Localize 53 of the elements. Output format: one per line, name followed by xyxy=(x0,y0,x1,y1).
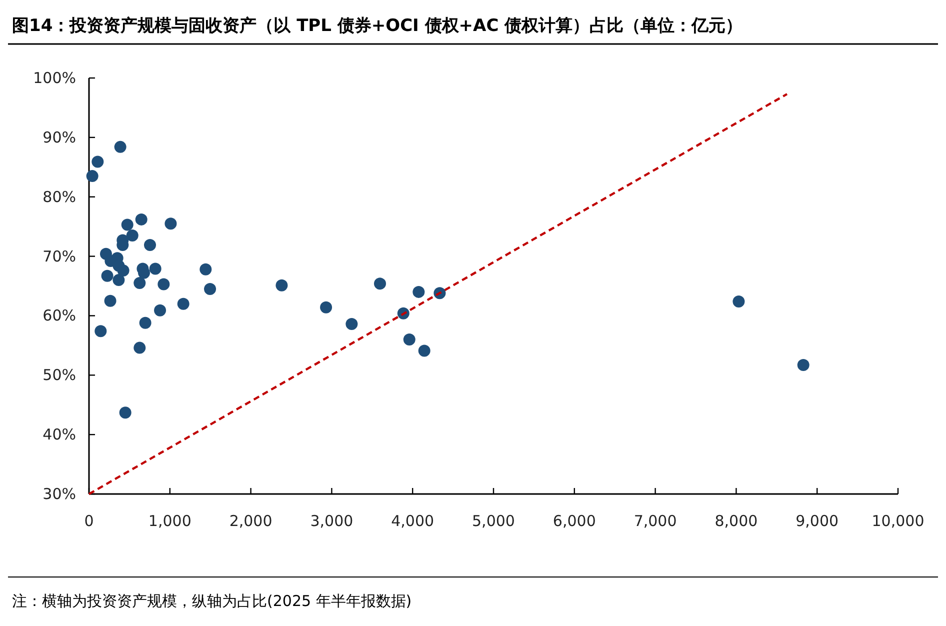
point xyxy=(134,277,146,290)
y-tick-label: 70% xyxy=(42,247,76,266)
x-tick-label: 7,000 xyxy=(634,512,677,530)
point xyxy=(119,406,132,419)
point xyxy=(374,278,386,290)
chart-title: 图14：投资资产规模与固收资产（以 TPL 债券+OCI 债权+AC 债权计算）占比（单位：亿元） xyxy=(12,16,743,36)
point xyxy=(117,264,130,277)
x-tick-label: 2,000 xyxy=(229,512,272,530)
x-tick-label: 1,000 xyxy=(148,512,192,530)
x-tick-label: 0 xyxy=(84,512,94,530)
x-tick-label: 6,000 xyxy=(552,512,596,530)
y-tick-label: 60% xyxy=(42,306,76,325)
y-tick-label: 90% xyxy=(42,128,76,146)
point xyxy=(732,295,745,308)
x-tick-label: 8,000 xyxy=(714,512,758,530)
point xyxy=(276,279,288,292)
point xyxy=(158,278,170,290)
point xyxy=(86,170,98,182)
point xyxy=(418,344,430,357)
point xyxy=(134,342,146,354)
x-tick-label: 4,000 xyxy=(391,512,434,530)
point xyxy=(92,156,104,168)
text: 注：横轴为投资资产规模，纵轴为占比(2025 年半年报数据) xyxy=(12,592,412,610)
point xyxy=(114,140,126,153)
point xyxy=(797,359,810,372)
y-tick-label: 40% xyxy=(42,426,76,444)
point xyxy=(112,274,125,286)
y-tick-label: 100% xyxy=(33,69,76,87)
point xyxy=(135,213,148,226)
point xyxy=(204,282,216,295)
x-tick-label: 5,000 xyxy=(472,512,515,530)
x-tick-label: 9,000 xyxy=(796,512,839,530)
x-tick-label: 3,000 xyxy=(310,512,354,530)
point xyxy=(104,294,116,307)
point xyxy=(144,238,156,251)
point xyxy=(320,301,332,314)
point xyxy=(154,304,166,316)
point xyxy=(177,298,190,310)
point xyxy=(412,286,425,298)
point xyxy=(121,218,134,231)
y-tick-label: 30% xyxy=(42,485,76,503)
point xyxy=(346,318,358,330)
point xyxy=(94,325,107,338)
point xyxy=(200,263,212,276)
point xyxy=(126,229,138,242)
point xyxy=(139,316,152,329)
point xyxy=(149,262,162,275)
y-tick-label: 50% xyxy=(42,366,76,384)
point xyxy=(164,218,177,230)
point xyxy=(403,333,416,346)
x-tick-label: 10,000 xyxy=(872,512,924,530)
point xyxy=(101,270,114,282)
y-tick-label: 80% xyxy=(42,188,76,206)
